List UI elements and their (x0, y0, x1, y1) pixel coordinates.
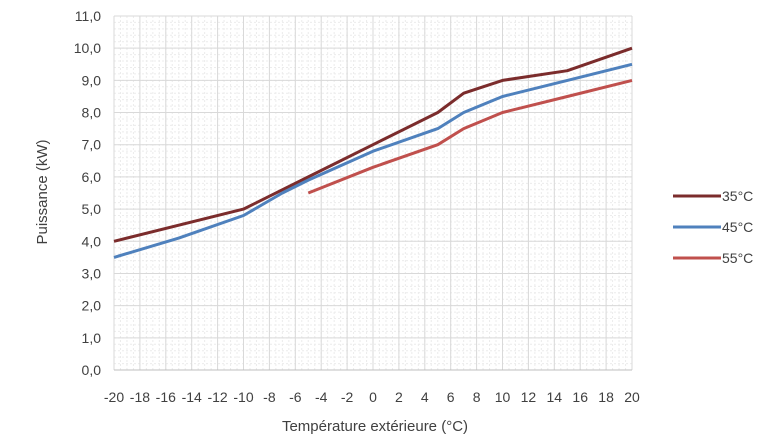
major-grid (113, 15, 633, 371)
series-line (113, 46, 633, 243)
y-tick-label: 6,0 (82, 169, 102, 185)
y-tick-label: 11,0 (75, 8, 101, 24)
x-tick-label: -10 (233, 389, 253, 405)
x-tick-label: -4 (315, 389, 328, 405)
x-tick-label: -14 (182, 389, 202, 405)
x-tick-label: -6 (289, 389, 302, 405)
x-tick-label: -8 (263, 389, 276, 405)
y-axis-title: Puissance (kW) (34, 139, 51, 244)
x-tick-label: 16 (572, 389, 588, 405)
series-line (307, 78, 633, 195)
y-tick-label: 7,0 (82, 137, 102, 153)
y-tick-label: 3,0 (82, 265, 102, 281)
x-tick-label: -16 (156, 389, 176, 405)
legend: 35°C 45°C 55°C (673, 188, 753, 266)
y-tick-label: 1,0 (82, 330, 102, 346)
x-tick-label: 0 (369, 389, 377, 405)
x-tick-label: 20 (624, 389, 640, 405)
legend-label: 45°C (722, 219, 753, 235)
y-tick-label: 8,0 (82, 105, 102, 121)
y-tick-label: 10,0 (74, 40, 101, 56)
legend-label: 55°C (722, 250, 753, 266)
x-tick-label: -12 (207, 389, 227, 405)
x-tick-label: -18 (130, 389, 150, 405)
x-tick-label: 14 (547, 389, 563, 405)
x-axis-title: Température extérieure (°C) (282, 418, 468, 435)
x-axis-tick-labels: -20 -18 -16 -14 -12 -10 -8 -6 -4 -2 0 2 4 6 8 10 12 14 16 1… (104, 389, 640, 405)
y-axis-tick-labels: 0,0 1,0 2,0 3,0 4,0 5,0 6,0 7,0 8,0 9,0 10,0 11,0 (74, 8, 101, 378)
x-tick-label: 10 (495, 389, 511, 405)
legend-label: 35°C (722, 188, 753, 204)
x-tick-label: -2 (341, 389, 354, 405)
series-line (113, 62, 633, 259)
x-tick-label: 12 (521, 389, 537, 405)
y-tick-label: 4,0 (82, 233, 102, 249)
y-tick-label: 0,0 (82, 362, 102, 378)
x-tick-label: 2 (395, 389, 403, 405)
y-tick-label: 5,0 (82, 201, 102, 217)
x-tick-label: 4 (421, 389, 429, 405)
x-tick-label: 6 (447, 389, 455, 405)
y-tick-label: 9,0 (82, 72, 102, 88)
x-tick-label: 18 (598, 389, 614, 405)
x-tick-label: -20 (104, 389, 124, 405)
x-tick-label: 8 (473, 389, 481, 405)
series-lines (113, 46, 633, 259)
y-tick-label: 2,0 (82, 298, 102, 314)
